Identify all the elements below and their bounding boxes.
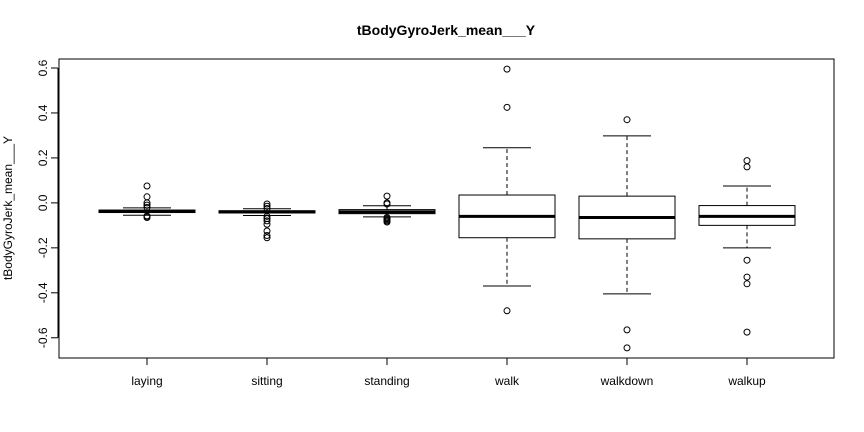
- outlier-point: [383, 200, 391, 208]
- outlier-point: [503, 103, 511, 111]
- outlier-point: [143, 203, 151, 211]
- x-axis: laying sitting standing walk walkdown walkup: [131, 357, 766, 388]
- x-tick-label: walkdown: [600, 374, 654, 388]
- box-standing: [338, 192, 436, 226]
- outlier-point: [263, 212, 271, 220]
- outlier-point: [743, 328, 751, 336]
- y-tick-label: 0.6: [36, 59, 50, 76]
- y-tick-label: -0.6: [36, 327, 50, 348]
- outlier-point: [743, 157, 751, 165]
- box-walk: [458, 65, 556, 315]
- outlier-point: [503, 307, 511, 315]
- outlier-point: [143, 182, 151, 190]
- y-tick-label: -0.4: [36, 282, 50, 303]
- outlier-point: [263, 227, 271, 235]
- y-axis-label: tBodyGyroJerk_mean___Y: [1, 136, 15, 280]
- outlier-point: [263, 200, 271, 208]
- outlier-point: [263, 217, 271, 225]
- y-tick-label: -0.2: [36, 237, 50, 258]
- x-tick-label: laying: [131, 374, 162, 388]
- outlier-point: [623, 344, 631, 352]
- x-tick-label: walk: [494, 374, 520, 388]
- outlier-point: [263, 234, 271, 242]
- outlier-point: [143, 199, 151, 207]
- x-tick-label: sitting: [251, 374, 282, 388]
- outlier-point: [263, 231, 271, 239]
- outlier-point: [383, 192, 391, 200]
- outlier-point: [623, 116, 631, 124]
- outlier-point: [623, 326, 631, 334]
- outlier-point: [143, 201, 151, 209]
- outlier-point: [743, 280, 751, 288]
- box-walkup: [698, 157, 796, 336]
- outlier-point: [383, 218, 391, 226]
- x-tick-label: walkup: [727, 374, 766, 388]
- outlier-point: [743, 163, 751, 171]
- box-walkdown: [578, 116, 676, 352]
- outlier-point: [263, 205, 271, 212]
- outlier-point: [143, 212, 151, 220]
- outlier-point: [743, 256, 751, 264]
- outlier-point: [263, 220, 271, 228]
- boxes: [98, 65, 796, 352]
- y-tick-label: 0.4: [36, 104, 50, 121]
- x-tick-label: standing: [364, 374, 409, 388]
- y-tick-label: 0.2: [36, 149, 50, 166]
- y-tick-label: 0.0: [36, 194, 50, 211]
- outlier-point: [263, 202, 271, 210]
- y-axis: -0.6 -0.4 -0.2 0.0 0.2 0.4 0.6: [36, 59, 59, 348]
- outlier-point: [503, 65, 511, 73]
- outlier-point: [143, 193, 151, 201]
- outlier-point: [743, 273, 751, 281]
- chart-title: tBodyGyroJerk_mean___Y: [357, 22, 536, 38]
- box-laying: [98, 182, 196, 221]
- box-sitting: [218, 200, 316, 242]
